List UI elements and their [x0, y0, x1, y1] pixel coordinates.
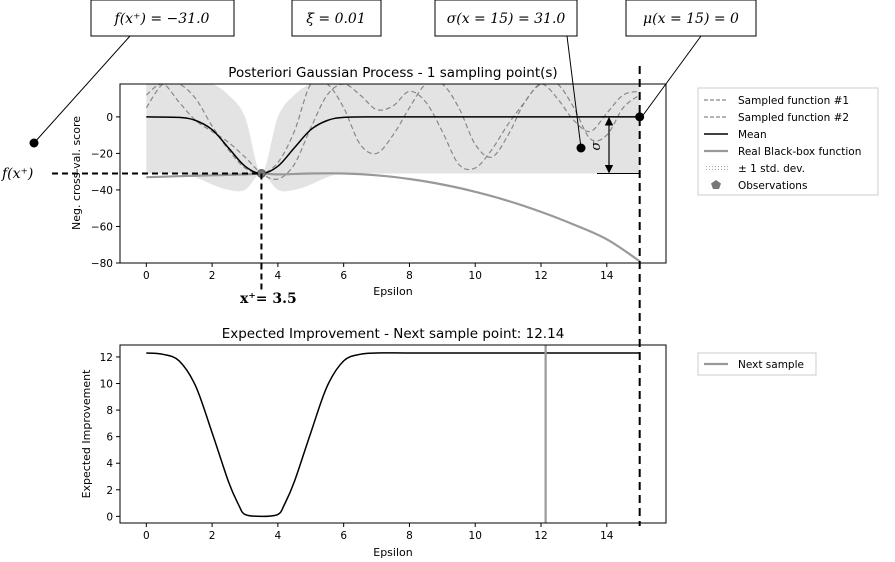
- legend-label-next-sample: Next sample: [738, 359, 804, 371]
- legend-swatch-1-std-dev: [704, 164, 728, 172]
- f-best-leader-dot: [29, 138, 39, 148]
- sigma-leader-line: [566, 35, 582, 149]
- y-tick-label: 2: [106, 485, 113, 497]
- bottom-plot-frame: [119, 344, 667, 524]
- f-best-box: [90, 0, 235, 37]
- sigma-leader-dot: [576, 143, 586, 153]
- xi-box: [291, 0, 382, 37]
- y-tick-label: 4: [106, 458, 113, 470]
- x-tick-label: 14: [600, 530, 614, 542]
- top-plot: Posteriori Gaussian Process - 1 sampling…: [70, 65, 667, 298]
- y-tick-label: −20: [91, 148, 113, 160]
- sampled-function-1-line: [145, 84, 641, 175]
- mean-line: [146, 116, 640, 175]
- f-best-box-text: f(x⁺) = −31.0: [114, 11, 210, 27]
- bottom-x-axis-label: Epsilon: [373, 546, 413, 559]
- mu-box: [625, 0, 757, 37]
- x-tick-label: 2: [209, 530, 216, 542]
- y-tick-label: 8: [106, 405, 113, 417]
- x-tick-label: 6: [340, 270, 347, 282]
- annotations: f(x⁺) = −31.0 ξ = 0.01 σ(x = 15) = 31.0 …: [1, 0, 757, 526]
- top-legend-frame: [697, 87, 879, 196]
- x-tick-label: 2: [209, 270, 216, 282]
- bottom-plot: Expected Improvement - Next sample point…: [80, 326, 667, 559]
- f-best-leader-line: [33, 35, 131, 144]
- x-tick-label: 12: [534, 270, 547, 282]
- std-dev-band: [146, 84, 640, 192]
- y-tick-label: −40: [91, 185, 113, 197]
- mu-leader-line: [640, 35, 702, 119]
- y-tick-label: 10: [100, 379, 113, 391]
- sigma-box: [434, 0, 578, 37]
- legend-label-real-black-box-function: Real Black-box function: [738, 146, 861, 158]
- x-tick-label: 14: [600, 270, 614, 282]
- bottom-plot-title: Expected Improvement - Next sample point…: [222, 326, 565, 342]
- x-tick-label: 10: [469, 530, 482, 542]
- top-x-ticks: 0 2 4 6 8 10 12 14: [143, 263, 614, 282]
- x-best-label: x⁺= 3.5: [240, 291, 297, 307]
- x-tick-label: 0: [143, 270, 150, 282]
- top-y-ticks: 0 −20 −40 −60 −80: [91, 112, 120, 270]
- x-tick-label: 10: [469, 270, 482, 282]
- legend-label-1-std-dev: ± 1 std. dev.: [738, 163, 805, 175]
- f-best-side-label: f(x⁺): [1, 166, 33, 182]
- y-tick-label: 0: [106, 112, 113, 124]
- bottom-legend-frame: [697, 352, 817, 376]
- sigma-box-text: σ(x = 15) = 31.0: [447, 11, 566, 27]
- y-tick-label: 0: [106, 511, 113, 523]
- top-plot-frame: [119, 83, 667, 264]
- x-tick-label: 8: [406, 530, 413, 542]
- legend-label-observations: Observations: [738, 180, 807, 192]
- legend-swatch-observations: [711, 180, 721, 189]
- x-tick-label: 6: [340, 530, 347, 542]
- x-tick-label: 4: [275, 530, 282, 542]
- x-tick-label: 12: [534, 530, 547, 542]
- top-x-axis-label: Epsilon: [373, 285, 413, 298]
- bottom-legend: Next sample: [697, 352, 817, 376]
- y-tick-label: 6: [106, 432, 113, 444]
- x-tick-label: 4: [275, 270, 282, 282]
- mu-box-text: μ(x = 15) = 0: [643, 11, 739, 27]
- x-tick-label: 0: [143, 530, 150, 542]
- sigma-symbol: σ: [589, 140, 604, 150]
- bottom-y-axis-label: Expected Improvement: [80, 369, 93, 499]
- y-tick-label: −80: [91, 258, 113, 270]
- top-plot-title: Posteriori Gaussian Process - 1 sampling…: [228, 65, 557, 81]
- legend-label-sampled-function-1: Sampled function #1: [738, 95, 849, 107]
- top-legend: Sampled function #1 Sampled function #2 Me…: [697, 87, 879, 196]
- bottom-x-ticks: 0 2 4 6 8 10 12 14: [143, 523, 614, 542]
- x-tick-label: 8: [406, 270, 413, 282]
- y-tick-label: −60: [91, 221, 113, 233]
- legend-label-sampled-function-2: Sampled function #2: [738, 112, 849, 124]
- expected-improvement-line: [146, 352, 640, 518]
- real-black-box-line: [146, 172, 641, 263]
- y-tick-label: 12: [100, 352, 113, 364]
- legend-label-mean: Mean: [738, 129, 767, 141]
- bottom-y-ticks: 0 2 4 6 8 10 12: [100, 352, 120, 523]
- xi-box-text: ξ = 0.01: [306, 11, 366, 27]
